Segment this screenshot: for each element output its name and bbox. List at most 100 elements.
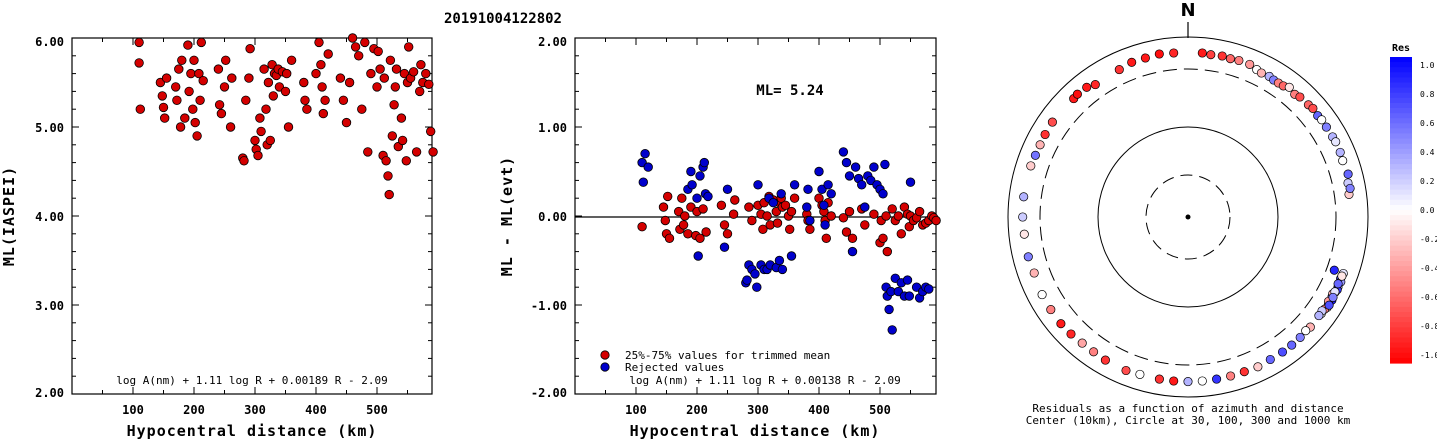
colorbar-segment — [1390, 327, 1412, 333]
trimmed-residual-point — [683, 229, 693, 239]
colorbar-segment — [1390, 352, 1412, 359]
magnitude-point — [316, 59, 326, 70]
trimmed-residual-point — [847, 233, 858, 244]
magnitude-point — [372, 82, 382, 92]
rejected-residual-point — [693, 251, 703, 261]
ring-100km — [1097, 126, 1279, 308]
residual-azimuth-point — [1226, 371, 1236, 381]
magnitude-point — [424, 79, 434, 90]
colorbar-segment — [1390, 118, 1412, 124]
magnitude-point — [219, 82, 230, 92]
colorbar-segment — [1390, 301, 1412, 308]
residual-x-axis-label: Hypocentral distance (km) — [630, 422, 881, 440]
magnitude-point — [421, 68, 431, 79]
colorbar-segment — [1390, 97, 1412, 104]
colorbar-segment — [1390, 210, 1412, 216]
magnitude-point — [198, 75, 208, 86]
colorbar-tick-label: -1.0 — [1420, 351, 1437, 360]
residual-azimuth-point — [1321, 122, 1331, 132]
residual-azimuth-point — [1169, 376, 1179, 386]
residual-azimuth-point — [1234, 55, 1244, 66]
magnitude-point — [183, 40, 193, 50]
trimmed-residual-point — [678, 220, 689, 230]
magnitude-point — [134, 37, 144, 48]
legend-label-rejected: Rejected values — [625, 361, 724, 374]
colorbar-segment — [1390, 215, 1412, 221]
residual-x-tick-label: 100 — [625, 403, 647, 417]
trimmed-residual-point — [716, 200, 727, 211]
magnitude-point — [172, 95, 182, 106]
residual-azimuth-point — [1284, 82, 1294, 92]
rejected-residual-point — [786, 251, 797, 261]
magnitude-point — [366, 68, 376, 79]
residual-azimuth-point — [1140, 53, 1150, 63]
residual-azimuth-point — [1324, 300, 1334, 310]
colorbar-segment — [1390, 235, 1412, 242]
rejected-residual-point — [819, 200, 829, 211]
magnitude-points-layer — [134, 33, 438, 200]
colorbar-tick-label: -0.2 — [1420, 235, 1437, 244]
rejected-residual-point — [768, 197, 779, 208]
rejected-residual-point — [860, 202, 870, 212]
magnitude-point — [174, 64, 184, 74]
magnitude-point — [384, 189, 394, 200]
magnitude-point — [265, 135, 276, 146]
rejected-residual-point — [719, 242, 730, 252]
magnitude-y-tick-label: 3.00 — [35, 299, 64, 313]
trimmed-residual-point — [844, 206, 855, 217]
residual-y-axis-label: ML - ML(evt) — [498, 156, 516, 276]
magnitude-point — [186, 68, 196, 79]
colorbar-labels: 1.0 0.8 0.6 0.4 0.2 0.0 -0.2 -0.4 -0.6 -0.8 -1.0 — [1420, 61, 1437, 360]
magnitude-point — [245, 44, 255, 54]
residual-azimuth-point — [1019, 192, 1029, 202]
colorbar-segment — [1390, 108, 1412, 114]
residual-x-tick-label: 300 — [747, 403, 769, 417]
residual-azimuth-point — [1114, 65, 1124, 75]
magnitude-point — [220, 55, 231, 66]
colorbar-segment — [1390, 317, 1412, 323]
legend-label-trimmed: 25%-75% values for trimmed mean — [625, 349, 830, 362]
residual-azimuth-point — [1197, 48, 1207, 58]
magnitude-x-tick-label: 400 — [305, 403, 327, 417]
colorbar-segment — [1390, 189, 1412, 196]
residual-azimuth-point — [1245, 59, 1255, 69]
magnitude-point — [375, 64, 385, 74]
trimmed-residual-point — [730, 195, 740, 205]
magnitude-point — [227, 73, 237, 83]
polar-points-layer — [1018, 48, 1355, 387]
rejected-residual-point — [823, 180, 833, 190]
magnitude-point — [286, 55, 297, 66]
magnitude-point — [250, 135, 260, 146]
colorbar-segment — [1390, 306, 1412, 313]
trimmed-residual-point — [789, 193, 800, 203]
magnitude-point — [318, 108, 329, 119]
colorbar-segment — [1390, 153, 1412, 160]
magnitude-point — [338, 95, 349, 106]
rejected-residual-point — [814, 166, 824, 177]
colorbar-segment — [1390, 159, 1412, 165]
colorbar-segment — [1390, 271, 1412, 277]
magnitude-point — [158, 102, 169, 113]
rejected-residual-point — [838, 147, 849, 157]
residual-azimuth-point — [1217, 51, 1227, 61]
residual-azimuth-point — [1089, 347, 1099, 357]
magnitude-point — [397, 135, 408, 146]
magnitude-point — [180, 113, 190, 123]
residual-azimuth-point — [1029, 268, 1039, 278]
trimmed-residual-point — [701, 227, 711, 237]
colorbar-segment — [1390, 194, 1412, 201]
trimmed-residual-point — [637, 221, 647, 232]
magnitude-point — [300, 95, 310, 106]
colorbar-segment — [1390, 148, 1412, 155]
rejected-residual-point — [777, 264, 788, 275]
magnitude-point — [416, 59, 426, 70]
trimmed-residual-point — [826, 211, 836, 221]
north-label: N — [1180, 0, 1195, 21]
magnitude-point — [428, 147, 438, 157]
magnitude-point — [256, 126, 266, 137]
magnitude-point — [323, 49, 333, 59]
epicenter-marker — [1185, 214, 1191, 220]
residual-azimuth-point — [1333, 279, 1343, 289]
legend-marker-rejected — [600, 362, 610, 372]
